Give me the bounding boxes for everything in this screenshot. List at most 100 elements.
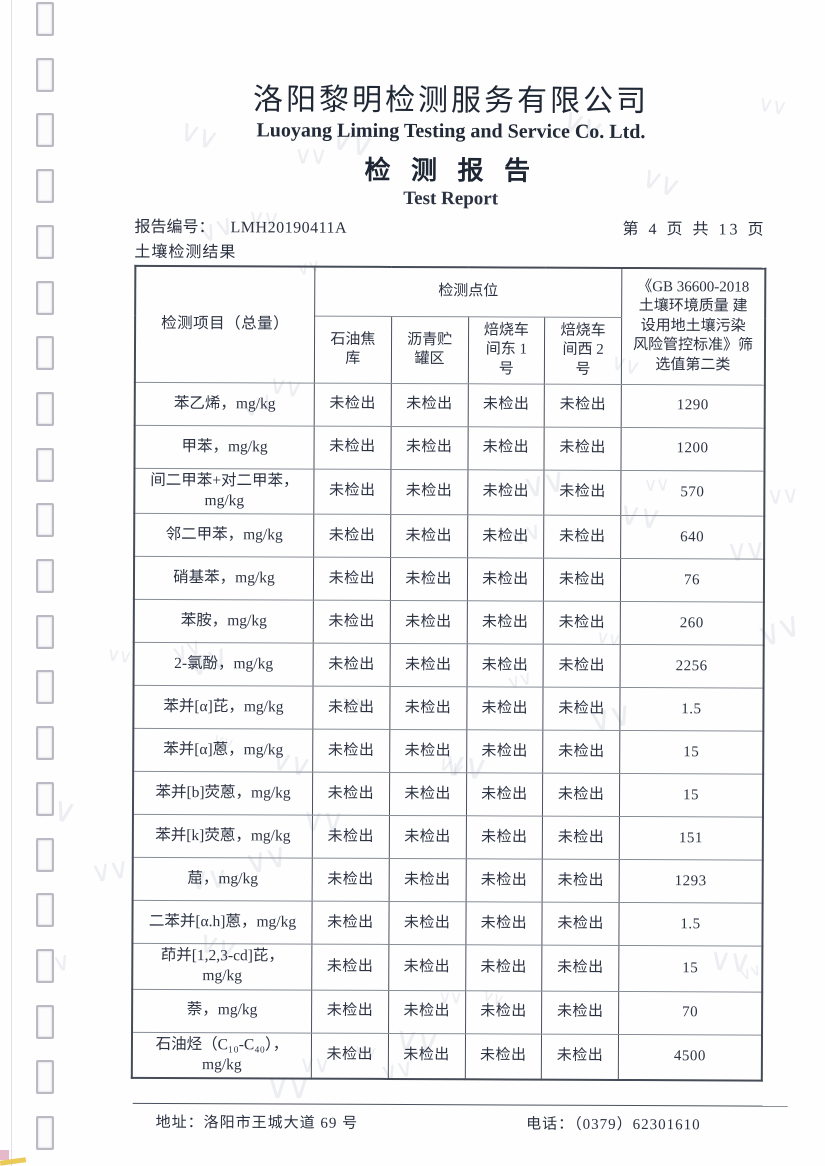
binding-hole [36,726,54,761]
company-name-en: Luoyang Liming Testing and Service Co. L… [256,119,646,144]
header-row-1: 检测项目（总量） 检测点位 《GB 36600-2018 土壤环境质量 建 设用… [134,265,766,386]
report-number-label: 报告编号： [134,218,215,237]
value-cell: 未检出 [388,858,466,903]
limit-cell: 2256 [620,644,764,689]
item-cell: 间二甲苯+对二甲苯， mg/kg [134,468,314,515]
item-cell: 䓛，mg/kg [132,857,313,902]
binding-hole [36,781,54,816]
value-cell: 未检出 [465,990,542,1034]
value-cell: 未检出 [542,902,620,946]
value-cell: 未检出 [314,383,392,427]
value-cell: 未检出 [390,514,468,559]
item-cell: 茚并[1,2,3-cd]芘， mg/kg [132,943,312,990]
column-header-standard: 《GB 36600-2018 土壤环境质量 建 设用地土壤污染 风险管控标准》筛… [621,267,766,386]
binding-hole [36,113,54,148]
value-cell: 未检出 [542,816,620,860]
column-header-point-1: 石油焦 库 [314,316,392,384]
limit-cell: 151 [619,816,763,861]
value-cell: 未检出 [389,643,467,688]
item-cell: 邻二甲苯，mg/kg [134,513,314,558]
watermark-mark: ∨∨ [765,480,798,511]
report-title-en: Test Report [403,187,499,210]
table-row: 硝基苯，mg/kg 未检出 未检出 未检出 未检出 76 [133,556,765,603]
value-cell: 未检出 [541,990,619,1035]
limit-cell: 15 [619,773,764,818]
report-content: 洛阳黎明检测服务有限公司 Luoyang Liming Testing and … [130,0,788,1135]
value-cell: 未检出 [464,1033,542,1080]
column-header-point-3: 焙烧车 间东 1 号 [467,316,545,385]
value-cell: 未检出 [390,469,468,516]
item-cell: 二苯并[α.h]蒽，mg/kg [132,900,313,945]
footer-phone: 电话：（0379）62301610 [526,1116,701,1134]
value-cell: 未检出 [544,384,622,428]
value-cell: 未检出 [541,1033,619,1080]
value-cell: 未检出 [313,557,391,601]
value-cell: 未检出 [467,426,545,471]
value-cell: 未检出 [466,687,544,731]
binding-hole [36,837,54,872]
binding-hole [36,670,54,705]
binding-hole [36,280,54,315]
report-meta-row: 报告编号： LMH20190411A 第 4 页 共 13 页 [134,213,766,240]
value-cell: 未检出 [543,644,621,688]
value-cell: 未检出 [544,427,622,471]
binding-holes [0,0,60,1166]
value-cell: 未检出 [390,426,468,470]
limit-cell: 1290 [621,384,765,429]
value-cell: 未检出 [541,945,619,992]
limit-cell: 1200 [620,427,765,472]
item-cell: 萘，mg/kg [132,988,312,1033]
value-cell: 未检出 [465,859,543,903]
watermark-mark: ∨∨ [105,641,133,668]
value-cell: 未检出 [311,989,389,1034]
limit-cell: 1293 [619,859,763,904]
item-cell: 石油烃（C₁₀-C₄₀）， mg/kg [131,1031,312,1079]
table-row: 邻二甲苯，mg/kg 未检出 未检出 未检出 未检出 640 [134,513,765,560]
value-cell: 未检出 [311,944,389,991]
table-row: 苯乙烯，mg/kg 未检出 未检出 未检出 未检出 1290 [134,382,765,429]
section-title: 土壤检测结果 [134,243,237,262]
table-row: 苯并[α]蒽，mg/kg 未检出 未检出 未检出 未检出 15 [133,728,764,775]
binding-hole [36,57,54,92]
value-cell: 未检出 [390,383,468,427]
binding-hole [36,336,54,371]
value-cell: 未检出 [543,687,621,731]
footer-row: 地址：洛阳市王城大道 69 号 电话：（0379）62301610 [131,1111,763,1135]
binding-hole [36,559,54,593]
item-cell: 2-氯酚，mg/kg [133,642,314,687]
limit-cell: 260 [620,601,764,646]
company-name-cn: 洛阳黎明检测服务有限公司 [253,83,650,119]
value-cell: 未检出 [389,686,467,731]
value-cell: 未检出 [389,772,467,817]
value-cell: 未检出 [467,515,545,559]
item-cell: 苯并[k]荧蒽，mg/kg [132,814,313,859]
table-row: 苯并[k]荧蒽，mg/kg 未检出 未检出 未检出 未检出 151 [132,814,763,861]
binding-hole [36,224,54,259]
value-cell: 未检出 [313,514,391,558]
value-cell: 未检出 [313,643,390,687]
value-cell: 未检出 [312,686,390,730]
binding-hole [36,447,54,482]
value-cell: 未检出 [312,815,390,859]
page-edge-line [11,0,12,1166]
value-cell: 未检出 [312,858,390,902]
table-row: 萘，mg/kg 未检出 未检出 未检出 未检出 70 [132,988,763,1035]
value-cell: 未检出 [313,600,391,644]
value-cell: 未检出 [544,470,621,516]
value-cell: 未检出 [542,859,620,903]
footer-divider [132,1102,788,1107]
table-row: 间二甲苯+对二甲苯， mg/kg 未检出 未检出 未检出 未检出 570 [134,468,765,517]
column-header-points: 检测点位 [314,266,622,318]
limit-cell: 76 [620,558,765,603]
table-row: 苯并[b]荧蒽，mg/kg 未检出 未检出 未检出 未检出 15 [132,771,764,818]
item-cell: 苯并[α]蒽，mg/kg [133,728,313,773]
column-header-item: 检测项目（总量） [134,265,315,384]
table-row: 二苯并[α.h]蒽，mg/kg 未检出 未检出 未检出 未检出 1.5 [132,900,763,947]
column-header-point-4: 焙烧车 间西 2 号 [544,317,622,385]
value-cell: 未检出 [311,901,389,945]
binding-hole [36,1060,54,1095]
results-table: 检测项目（总量） 检测点位 《GB 36600-2018 土壤环境质量 建 设用… [130,264,767,1082]
item-cell: 硝基苯，mg/kg [133,556,314,601]
table-row: 茚并[1,2,3-cd]芘， mg/kg 未检出 未检出 未检出 未检出 15 [132,943,763,992]
